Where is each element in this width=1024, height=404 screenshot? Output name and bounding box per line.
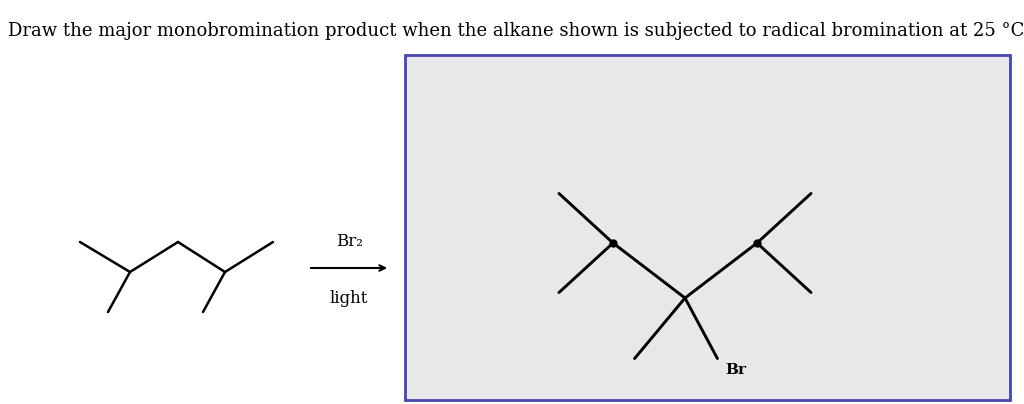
Text: light: light bbox=[330, 290, 369, 307]
Text: Draw the major monobromination product when the alkane shown is subjected to rad: Draw the major monobromination product w… bbox=[8, 22, 1024, 40]
Text: Br₂: Br₂ bbox=[336, 233, 362, 250]
Bar bbox=[406, 55, 1010, 400]
Text: Br: Br bbox=[725, 364, 746, 377]
